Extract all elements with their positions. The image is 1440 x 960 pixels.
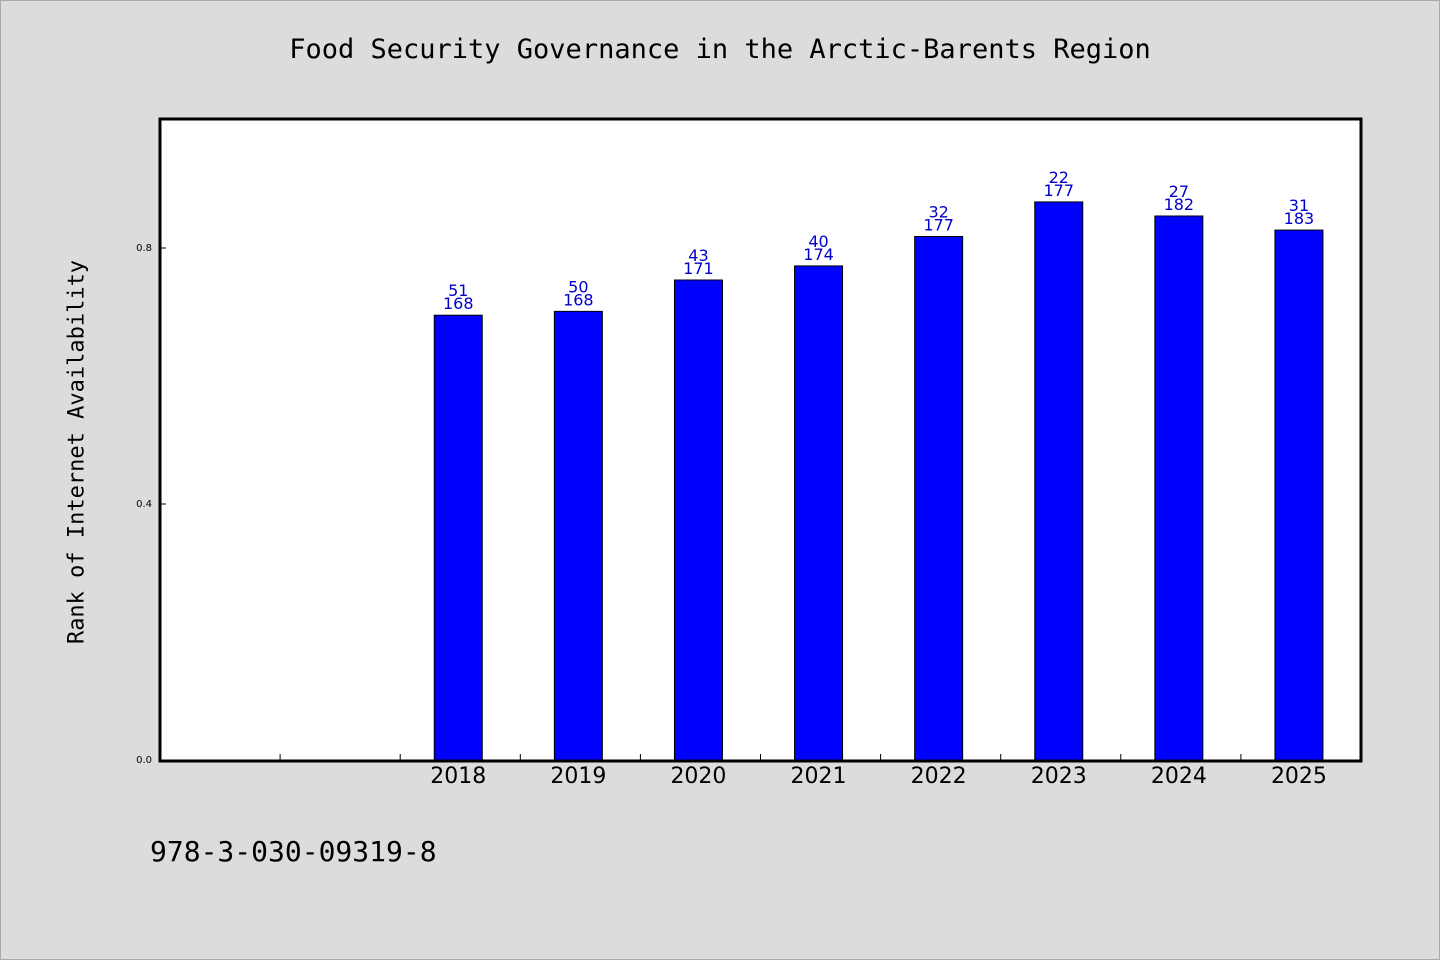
data-label-top: 43 xyxy=(688,246,708,265)
data-label-top: 32 xyxy=(928,202,948,221)
data-label-bottom: 177 xyxy=(923,215,954,234)
data-label-top: 51 xyxy=(448,281,468,300)
x-tick-label: 2023 xyxy=(1031,764,1087,789)
y-tick-label: 0.0 xyxy=(136,755,152,766)
data-label-bottom: 177 xyxy=(1043,181,1074,200)
data-label-top: 22 xyxy=(1049,168,1069,187)
data-label-bottom: 174 xyxy=(803,245,834,264)
x-tick-label: 2022 xyxy=(911,764,967,789)
footer-code: 978-3-030-09319-8 xyxy=(150,835,437,868)
bar xyxy=(794,265,844,761)
chart-title: Food Security Governance in the Arctic-B… xyxy=(289,34,1151,65)
x-tick-label: 2024 xyxy=(1151,764,1207,789)
bar xyxy=(433,314,483,761)
data-label-bottom: 168 xyxy=(563,290,594,309)
data-label-bottom: 182 xyxy=(1164,195,1195,214)
data-label-top: 31 xyxy=(1289,196,1309,215)
data-label-top: 50 xyxy=(568,277,588,296)
data-label-bottom: 168 xyxy=(443,294,474,313)
x-tick-label: 2025 xyxy=(1271,764,1327,789)
bar xyxy=(1154,215,1204,761)
bar xyxy=(673,279,723,761)
bar xyxy=(1034,201,1084,761)
data-label-bottom: 171 xyxy=(683,259,714,278)
data-label-top: 27 xyxy=(1169,182,1189,201)
chart-marks: 0.00.40.82018511682019501682020431712021… xyxy=(136,168,1327,789)
bar xyxy=(553,310,603,761)
x-tick-label: 2021 xyxy=(791,764,847,789)
x-tick-label: 2020 xyxy=(670,764,726,789)
bar xyxy=(1274,229,1324,761)
data-label-bottom: 183 xyxy=(1284,209,1315,228)
x-tick-label: 2019 xyxy=(550,764,606,789)
y-tick-label: 0.4 xyxy=(136,499,152,510)
y-tick-label: 0.8 xyxy=(136,243,152,254)
bar xyxy=(914,235,964,761)
data-label-top: 40 xyxy=(808,232,828,251)
x-tick-label: 2018 xyxy=(430,764,486,789)
